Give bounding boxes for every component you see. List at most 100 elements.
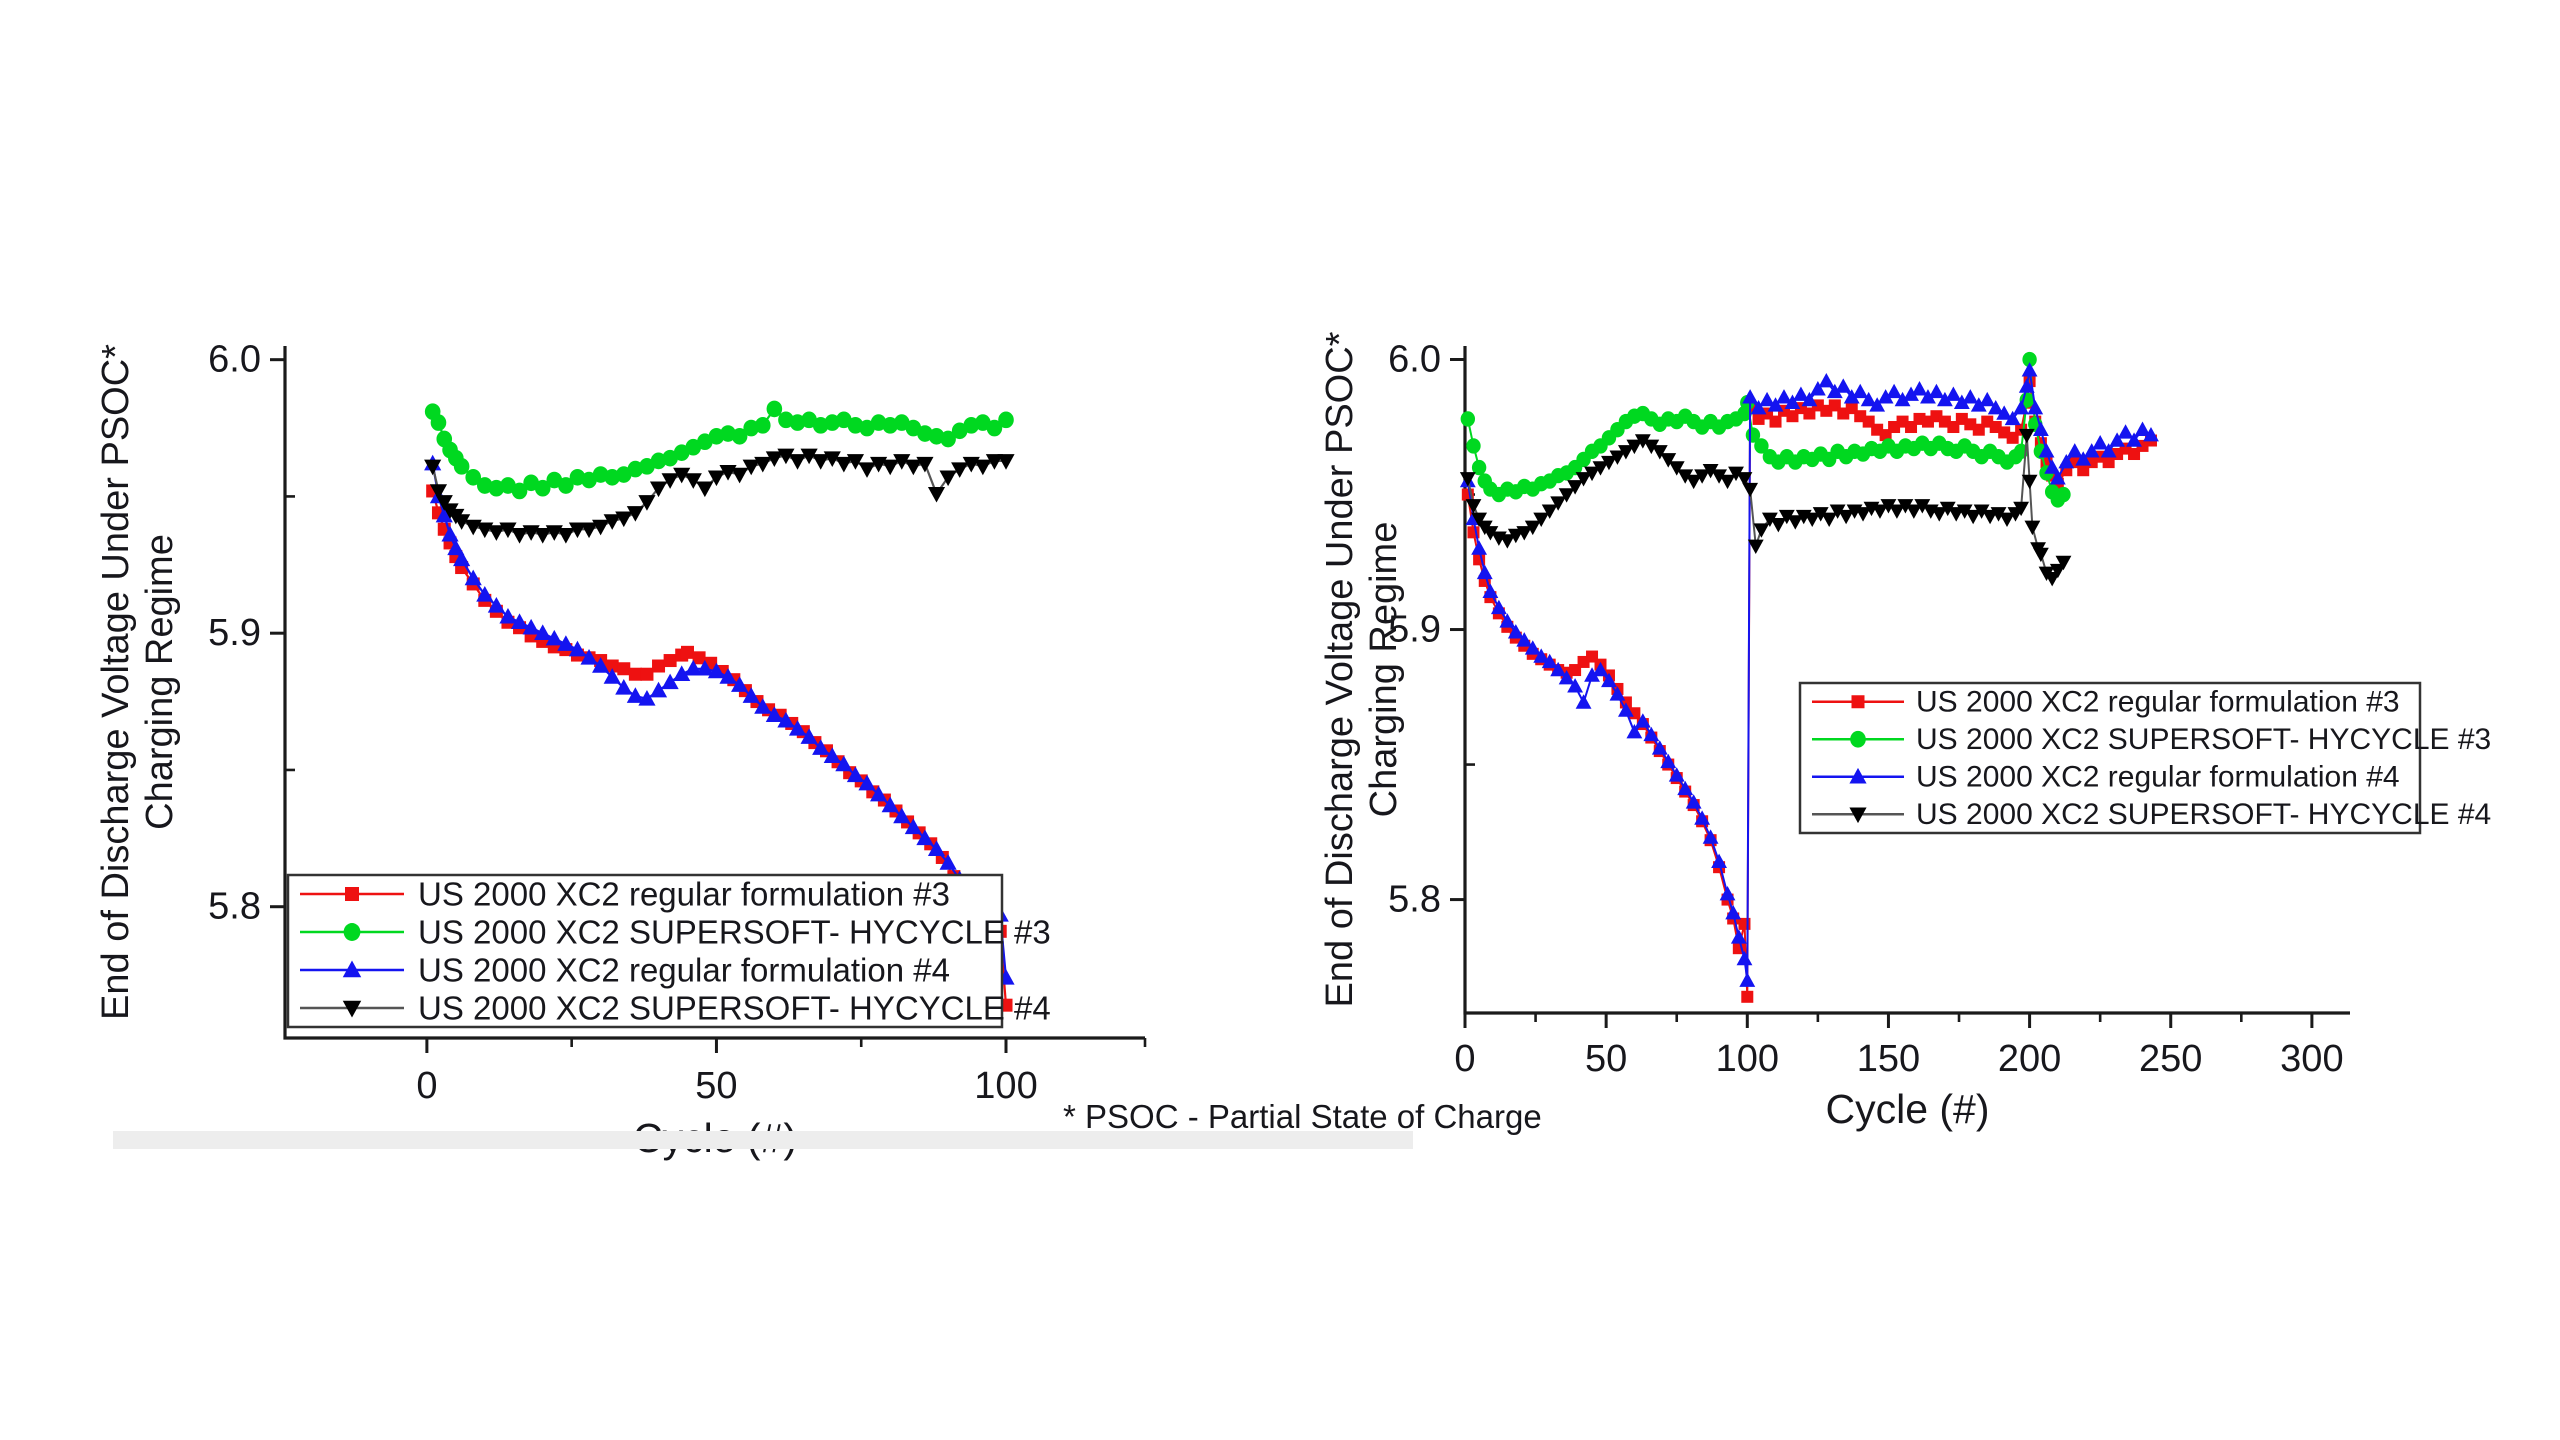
triangle-down-marker xyxy=(1459,472,1476,487)
legend-box: US 2000 XC2 regular formulation #3US 200… xyxy=(286,873,1051,1029)
triangle-up-marker xyxy=(580,648,598,665)
circle-marker xyxy=(430,414,447,431)
triangle-up-marker xyxy=(534,624,552,640)
triangle-down-marker xyxy=(684,473,702,489)
triangle-down-marker xyxy=(916,456,934,473)
triangle-down-marker xyxy=(1753,523,1770,538)
axes xyxy=(283,346,1145,1040)
legend-item-ss4: US 2000 XC2 SUPERSOFT- HYCYCLE #4 xyxy=(1812,798,2491,831)
triangle-down-marker xyxy=(638,495,656,511)
triangle-down-marker xyxy=(487,525,505,541)
triangle-up-marker xyxy=(1507,624,1524,639)
triangle-up-marker xyxy=(870,785,888,802)
triangle-down-marker xyxy=(1736,472,1753,487)
triangle-up-marker xyxy=(447,539,465,556)
legend-item-ss3: US 2000 XC2 SUPERSOFT- HYCYCLE #3 xyxy=(300,914,1051,951)
y-tick-label: 6.0 xyxy=(208,339,261,381)
triangle-up-marker xyxy=(916,829,934,846)
triangle-up-marker xyxy=(823,747,841,764)
circle-marker xyxy=(534,479,551,497)
square-marker xyxy=(617,662,631,676)
triangle-up-marker xyxy=(510,613,529,630)
triangle-up-marker xyxy=(2058,453,2075,469)
triangle-down-marker xyxy=(893,454,911,470)
legend-square-icon xyxy=(345,887,359,901)
triangle-down-marker xyxy=(1905,504,1922,519)
triangle-up-marker xyxy=(1541,653,1558,669)
triangle-down-marker xyxy=(858,462,876,478)
triangle-down-marker xyxy=(603,514,621,530)
legend-frame xyxy=(286,873,1004,1029)
triangle-down-marker xyxy=(881,459,899,476)
footnote-highlight-band xyxy=(113,1131,1413,1149)
circle-marker xyxy=(1754,438,1769,454)
triangle-down-marker xyxy=(1973,504,1990,519)
triangle-up-marker xyxy=(1793,386,1809,401)
legend-item-reg3: US 2000 XC2 regular formulation #3 xyxy=(1812,685,2400,718)
triangle-down-marker xyxy=(1956,504,1973,519)
triangle-up-marker xyxy=(615,679,633,695)
triangle-down-marker xyxy=(1541,504,1558,519)
triangle-up-marker xyxy=(661,673,679,690)
triangle-down-marker xyxy=(1465,499,1482,514)
triangle-down-marker xyxy=(707,470,726,487)
legend-triangle-up-icon xyxy=(1849,767,1867,784)
triangle-up-marker xyxy=(1920,389,1936,404)
triangle-down-marker xyxy=(788,454,807,470)
triangle-down-marker xyxy=(1677,469,1694,484)
legend-label: US 2000 XC2 SUPERSOFT- HYCYCLE #4 xyxy=(1916,798,2491,831)
triangle-down-marker xyxy=(823,451,841,467)
triangle-down-marker xyxy=(1626,439,1643,455)
triangle-down-marker xyxy=(904,459,922,476)
legend-triangle-down-icon xyxy=(342,1000,362,1018)
triangle-up-marker xyxy=(1601,672,1617,688)
legend-label: US 2000 XC2 SUPERSOFT- HYCYCLE #3 xyxy=(418,914,1051,951)
triangle-down-marker xyxy=(1719,474,1736,490)
triangle-down-marker xyxy=(510,527,529,544)
series-ss3 xyxy=(1460,351,2071,508)
triangle-down-marker xyxy=(1939,501,1956,517)
y-tick-label: 5.8 xyxy=(208,886,261,928)
triangle-up-marker xyxy=(1739,972,1756,987)
triangle-up-marker xyxy=(1877,389,1894,404)
triangle-up-marker xyxy=(487,597,505,613)
x-tick-label: 100 xyxy=(1716,1038,1779,1080)
triangle-up-marker xyxy=(1694,810,1711,825)
circle-marker xyxy=(511,482,528,500)
triangle-down-marker xyxy=(1507,528,1524,544)
triangle-up-marker xyxy=(2066,443,2083,458)
triangle-up-marker xyxy=(638,689,656,706)
triangle-up-marker xyxy=(435,506,453,523)
triangle-up-marker xyxy=(1476,564,1493,580)
circle-marker xyxy=(940,430,956,448)
legend-box: US 2000 XC2 regular formulation #3 US 200… xyxy=(1798,681,2491,835)
triangle-up-marker xyxy=(1809,381,1826,396)
triangle-up-marker xyxy=(1869,397,1886,412)
triangle-down-marker xyxy=(1711,469,1727,484)
triangle-down-marker xyxy=(1643,439,1660,455)
triangle-down-marker xyxy=(568,522,587,539)
y-tick-label: 6.0 xyxy=(1388,339,1441,381)
triangle-up-marker xyxy=(453,550,471,567)
series-reg4 xyxy=(1459,362,2159,987)
triangle-up-marker xyxy=(1736,950,1753,966)
triangle-down-marker xyxy=(846,454,865,470)
triangle-down-marker xyxy=(1747,539,1764,554)
triangle-down-marker xyxy=(696,481,714,498)
triangle-up-marker xyxy=(707,662,726,679)
triangle-up-marker xyxy=(2018,378,2035,393)
triangle-down-marker xyxy=(1770,517,1787,533)
triangle-down-marker xyxy=(1617,445,1634,460)
triangle-down-marker xyxy=(1471,512,1488,527)
triangle-down-marker xyxy=(1838,509,1855,525)
triangle-up-marker xyxy=(1953,394,1970,409)
triangle-up-marker xyxy=(858,774,876,791)
triangle-down-marker xyxy=(1982,509,1998,525)
triangle-up-marker xyxy=(812,739,830,755)
triangle-up-marker xyxy=(939,854,957,870)
triangle-up-marker xyxy=(1742,389,1759,404)
triangle-down-marker xyxy=(974,459,992,476)
triangle-down-marker xyxy=(557,527,575,544)
triangle-up-marker xyxy=(568,640,587,657)
triangle-up-marker xyxy=(2126,432,2142,447)
